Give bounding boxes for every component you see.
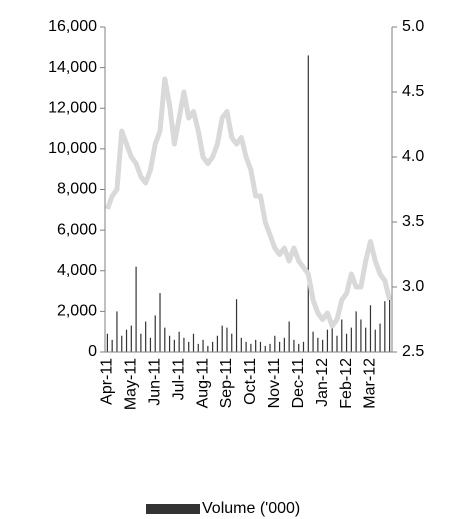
x-tick-label: Dec-11: [290, 358, 307, 408]
volume-bar: [317, 337, 319, 352]
volume-bar: [216, 335, 219, 352]
volume-bar: [240, 337, 242, 352]
x-tick-label: Feb-12: [338, 358, 355, 409]
volume-bar: [389, 299, 391, 352]
y2-tick-label: 4.0: [402, 148, 424, 165]
volume-bar: [221, 325, 223, 352]
y2-tick-label: 2.5: [402, 343, 424, 360]
x-tick-label: Nov-11: [266, 358, 283, 408]
volume-bar: [245, 341, 247, 352]
volume-bar: [269, 343, 271, 352]
volume-bar: [202, 339, 204, 352]
volume-bar: [164, 327, 166, 352]
volume-bar: [293, 339, 295, 352]
y2-tick-label: 5.0: [402, 18, 424, 35]
y-tick-label: 12,000: [48, 99, 97, 116]
volume-bar: [341, 319, 343, 352]
y2-tick-label: 3.0: [402, 278, 424, 295]
volume-bar: [369, 305, 372, 352]
volume-bar: [111, 339, 113, 352]
volume-bar: [121, 335, 123, 352]
volume-bar: [154, 315, 156, 352]
volume-bar: [197, 343, 199, 352]
volume-bar: [255, 339, 257, 352]
x-tick-label: Jun-11: [146, 358, 163, 406]
volume-bar: [235, 299, 238, 352]
volume-bar: [231, 333, 233, 352]
volume-bar: [106, 333, 108, 352]
volume-bar: [360, 319, 362, 352]
volume-bar: [178, 331, 180, 352]
x-tick-label: Aug-11: [194, 358, 211, 409]
volume-bar: [264, 345, 266, 352]
volume-bar: [125, 329, 128, 352]
volume-bar: [212, 341, 214, 352]
volume-bar: [345, 333, 348, 352]
y-tick-label: 14,000: [48, 59, 97, 76]
volume-bar: [188, 341, 190, 352]
volume-bar: [192, 333, 195, 352]
legend-swatch: [146, 504, 200, 514]
volume-bar: [288, 321, 290, 352]
x-tick-label: Oct-11: [242, 358, 259, 405]
volume-bar: [140, 333, 142, 352]
volume-bar: [331, 325, 333, 352]
volume-bar: [312, 331, 314, 352]
y-tick-label: 10,000: [48, 140, 97, 157]
x-tick-label: Sep-11: [218, 358, 235, 409]
volume-bar: [374, 329, 376, 352]
volume-bar: [355, 311, 357, 352]
x-tick-label: Jan-12: [314, 358, 331, 407]
volume-bar: [307, 55, 309, 352]
y-tick-label: 2,000: [57, 303, 97, 320]
volume-bar: [250, 343, 252, 352]
volume-bar: [298, 343, 300, 352]
volume-bar: [149, 337, 152, 352]
x-tick-label: Apr-11: [99, 358, 116, 405]
volume-bar: [159, 293, 161, 352]
volume-bar: [302, 341, 305, 352]
volume-bar: [274, 335, 276, 352]
volume-bar: [365, 327, 367, 352]
x-tick-label: Jul-11: [170, 358, 187, 400]
y-tick-label: 4,000: [57, 262, 97, 279]
x-tick-label: May-11: [123, 358, 140, 410]
volume-bar: [278, 341, 281, 352]
volume-bar: [130, 325, 132, 352]
volume-bar: [336, 335, 338, 352]
volume-bar: [116, 311, 118, 352]
volume-bar: [384, 301, 386, 352]
y2-tick-label: 4.5: [402, 83, 424, 100]
x-tick-label: Mar-12: [362, 358, 379, 409]
volume-bar: [259, 341, 262, 352]
volume-bar: [135, 266, 137, 352]
volume-bar: [145, 321, 147, 352]
volume-bar: [379, 323, 381, 352]
volume-bar: [283, 337, 285, 352]
volume-bar: [168, 335, 171, 352]
y2-tick-label: 3.5: [402, 213, 424, 230]
y-tick-label: 6,000: [57, 221, 97, 238]
volume-bar: [183, 337, 185, 352]
y-tick-label: 8,000: [57, 181, 97, 198]
y-tick-label: 16,000: [48, 18, 97, 35]
volume-bar: [173, 339, 175, 352]
price-line: [105, 76, 393, 329]
legend-label: Volume ('000): [202, 500, 300, 517]
volume-bar: [207, 345, 209, 352]
volume-bar: [322, 339, 324, 352]
volume-bar: [350, 327, 352, 352]
volume-bar: [226, 327, 228, 352]
y-tick-label: 0: [88, 343, 97, 360]
volume-bar: [326, 329, 329, 352]
